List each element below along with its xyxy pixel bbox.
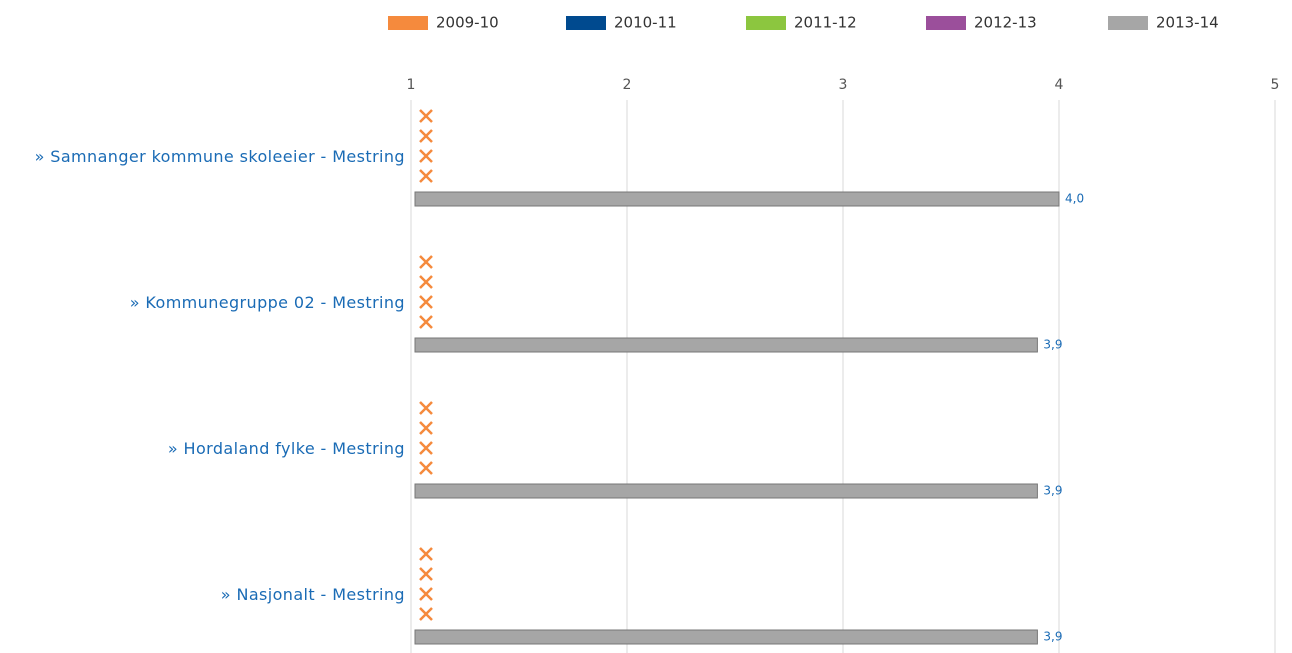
legend-label: 2012-13: [974, 14, 1037, 32]
legend-swatch: [746, 16, 786, 30]
value-label: 3,9: [1043, 338, 1062, 352]
missing-marker: [419, 607, 433, 621]
bar: [414, 629, 1038, 645]
x-tick-label: 4: [1055, 77, 1064, 93]
legend-label: 2009-10: [436, 14, 499, 32]
missing-marker: [419, 169, 433, 183]
missing-marker: [419, 295, 433, 309]
missing-marker: [419, 567, 433, 581]
missing-marker: [419, 129, 433, 143]
missing-marker: [419, 275, 433, 289]
category-label: » Samnanger kommune skoleeier - Mestring: [34, 147, 405, 166]
legend-swatch: [566, 16, 606, 30]
category-label: » Nasjonalt - Mestring: [220, 585, 405, 604]
bar: [414, 191, 1060, 207]
value-label: 3,9: [1043, 484, 1062, 498]
bar: [414, 337, 1038, 353]
x-tick-label: 1: [407, 77, 416, 93]
missing-marker: [419, 421, 433, 435]
missing-marker: [419, 401, 433, 415]
value-label: 4,0: [1065, 192, 1084, 206]
missing-marker: [419, 587, 433, 601]
missing-marker: [419, 441, 433, 455]
missing-marker: [419, 547, 433, 561]
missing-marker: [419, 461, 433, 475]
legend-label: 2010-11: [614, 14, 677, 32]
value-label: 3,9: [1043, 630, 1062, 644]
missing-marker: [419, 149, 433, 163]
legend-swatch: [1108, 16, 1148, 30]
legend-label: 2011-12: [794, 14, 857, 32]
legend-swatch: [388, 16, 428, 30]
bar: [414, 483, 1038, 499]
missing-marker: [419, 109, 433, 123]
category-label: » Hordaland fylke - Mestring: [167, 439, 405, 458]
category-label: » Kommunegruppe 02 - Mestring: [129, 293, 405, 312]
legend-label: 2013-14: [1156, 14, 1219, 32]
missing-marker: [419, 315, 433, 329]
x-tick-label: 3: [839, 77, 848, 93]
missing-marker: [419, 255, 433, 269]
x-tick-label: 5: [1271, 77, 1280, 93]
legend-swatch: [926, 16, 966, 30]
x-tick-label: 2: [623, 77, 632, 93]
